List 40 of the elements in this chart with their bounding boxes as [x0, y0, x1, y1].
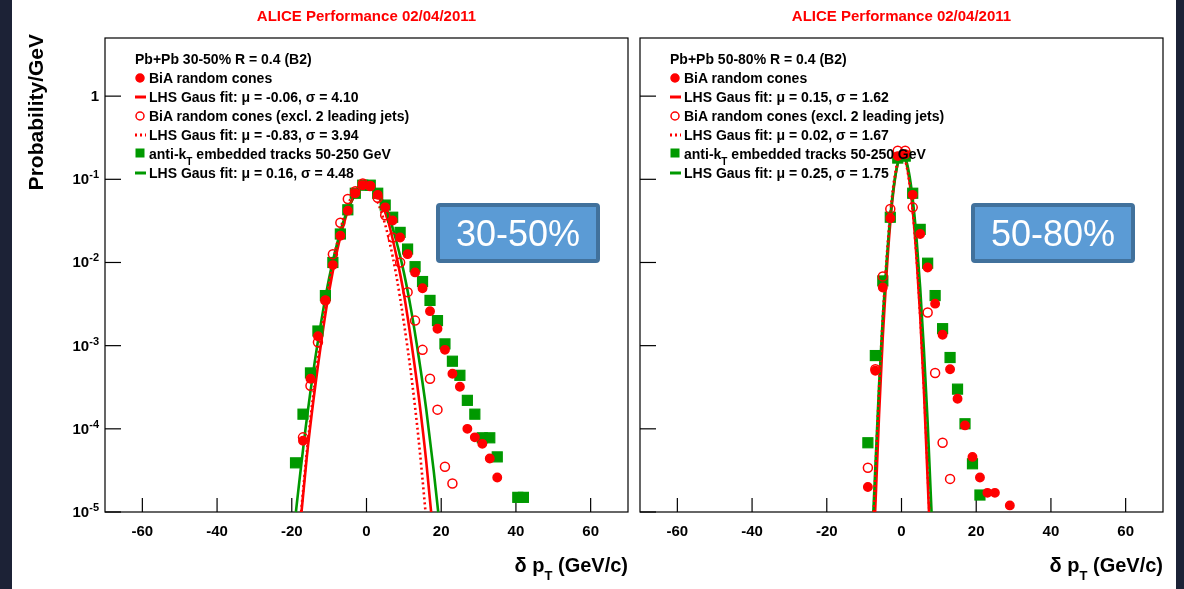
y-axis-title: Probability/GeV — [24, 34, 47, 191]
legend-label: LHS Gaus fit: μ = 0.25, σ = 1.75 — [684, 165, 890, 181]
x-tick-label: 20 — [432, 522, 450, 539]
legend-label: LHS Gaus fit: μ = -0.06, σ = 4.10 — [149, 89, 359, 105]
x-tick-label: -40 — [206, 522, 228, 539]
legend-title: Pb+Pb 30-50% R = 0.4 (B2) — [135, 51, 312, 67]
legend-label: BiA random cones — [684, 70, 808, 86]
x-tick-label: 40 — [507, 522, 525, 539]
x-tick-label: 40 — [1042, 522, 1060, 539]
y-tick-label: 10$^{-2}$ — [72, 251, 99, 271]
y-tick-label: 10$^{-4}$ — [72, 417, 100, 437]
legend-label: anti-k$_{T}$ embedded tracks 50-250 GeV — [149, 146, 392, 167]
legend-label: LHS Gaus fit: μ = 0.16, σ = 4.48 — [149, 165, 355, 181]
annotation: 50-80% — [990, 213, 1116, 254]
legend-label: LHS Gaus fit: μ = 0.15, σ = 1.62 — [684, 89, 890, 105]
x-tick-label: 60 — [582, 522, 599, 539]
x-tick-label: 60 — [1117, 522, 1134, 539]
x-tick-label: 20 — [967, 522, 985, 539]
x-tick-label: 0 — [362, 522, 371, 539]
y-tick-label: 1 — [90, 87, 99, 105]
legend-label: BiA random cones — [149, 70, 273, 86]
x-axis-title: δ p$_{T}$ (GeV/c) — [1049, 554, 1163, 583]
legend-label: BiA random cones (excl. 2 leading jets) — [149, 108, 410, 124]
chart-title: ALICE Performance 02/04/2011 — [256, 7, 477, 24]
x-axis-title: δ p$_{T}$ (GeV/c) — [514, 554, 628, 583]
annotation: 30-50% — [455, 213, 581, 254]
legend-title: Pb+Pb 50-80% R = 0.4 (B2) — [670, 51, 847, 67]
y-tick-label: 10$^{-1}$ — [72, 168, 99, 188]
legend-label: LHS Gaus fit: μ = 0.02, σ = 1.67 — [684, 127, 890, 143]
chart-title: ALICE Performance 02/04/2011 — [791, 7, 1012, 24]
legend-label: LHS Gaus fit: μ = -0.83, σ = 3.94 — [149, 127, 359, 143]
y-tick-label: 10$^{-5}$ — [72, 501, 99, 520]
x-tick-label: -60 — [131, 522, 154, 539]
y-tick-label: 10$^{-3}$ — [72, 334, 99, 354]
x-tick-label: -60 — [666, 522, 689, 539]
x-tick-label: 0 — [897, 522, 906, 539]
x-tick-label: -20 — [815, 522, 838, 539]
x-tick-label: -20 — [280, 522, 303, 539]
x-tick-label: -40 — [741, 522, 763, 539]
legend-label: BiA random cones (excl. 2 leading jets) — [684, 108, 945, 124]
